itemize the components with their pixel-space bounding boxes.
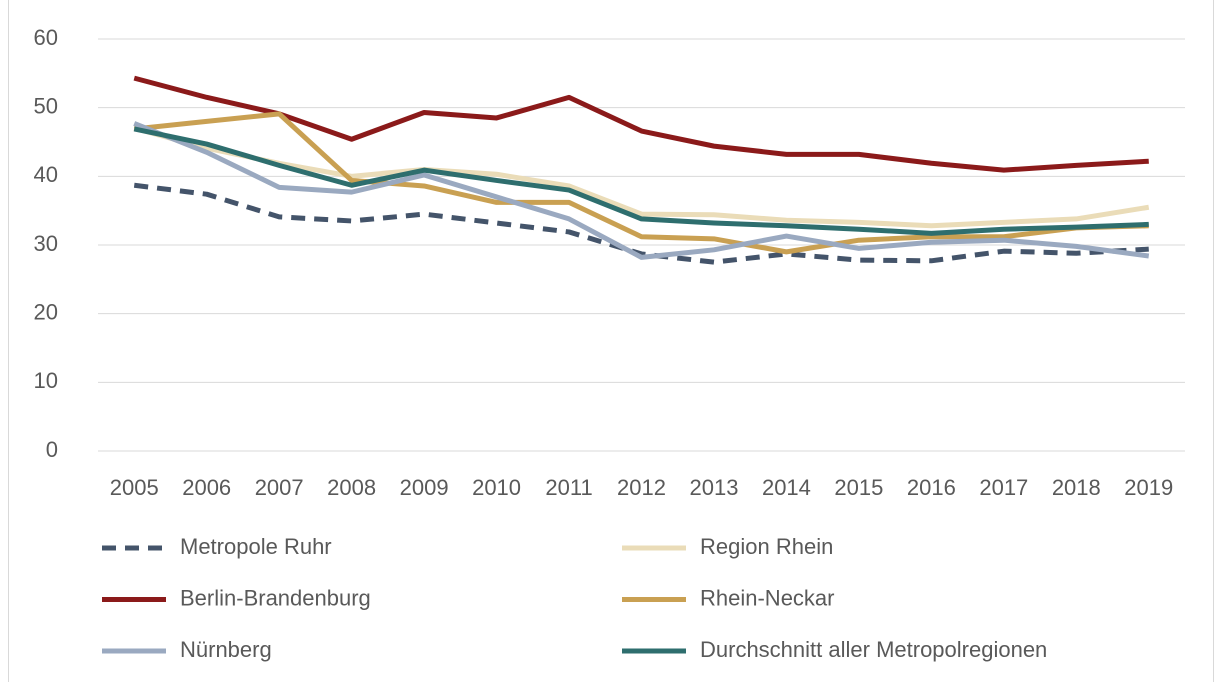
y-tick-label: 30 [34,231,58,256]
y-tick-label: 10 [34,368,58,393]
x-tick-label: 2014 [762,475,811,500]
x-tick-label: 2017 [979,475,1028,500]
y-tick-label: 40 [34,162,58,187]
x-tick-label: 2006 [182,475,231,500]
y-tick-label: 50 [34,93,58,118]
y-tick-label: 20 [34,299,58,324]
x-tick-label: 2015 [834,475,883,500]
x-tick-label: 2016 [907,475,956,500]
x-tick-label: 2012 [617,475,666,500]
x-tick-label: 2008 [327,475,376,500]
chart-frame [8,0,1214,682]
x-tick-label: 2010 [472,475,521,500]
line-series [133,126,1149,236]
line-series [133,111,1149,255]
x-tick-label: 2005 [110,475,159,500]
x-tick-label: 2011 [545,475,592,500]
x-tick-label: 2009 [400,475,449,500]
legend-label: Durchschnitt aller Metropolregionen [700,637,1047,662]
y-tick-label: 60 [34,25,58,50]
legend-label: Region Rhein [700,534,833,559]
legend-label: Metropole Ruhr [180,534,332,559]
y-tick-label: 0 [46,437,58,462]
line-series [133,121,1150,260]
legend-label: Nürnberg [180,637,272,662]
x-tick-label: 2018 [1052,475,1101,500]
line-series [133,75,1149,173]
line-series [133,125,1150,229]
line-series [133,182,1149,265]
legend-label: Berlin-Brandenburg [180,585,371,610]
x-tick-label: 2013 [689,475,738,500]
x-tick-label: 2019 [1124,475,1173,500]
x-tick-label: 2007 [255,475,304,500]
legend-label: Rhein-Neckar [700,585,835,610]
